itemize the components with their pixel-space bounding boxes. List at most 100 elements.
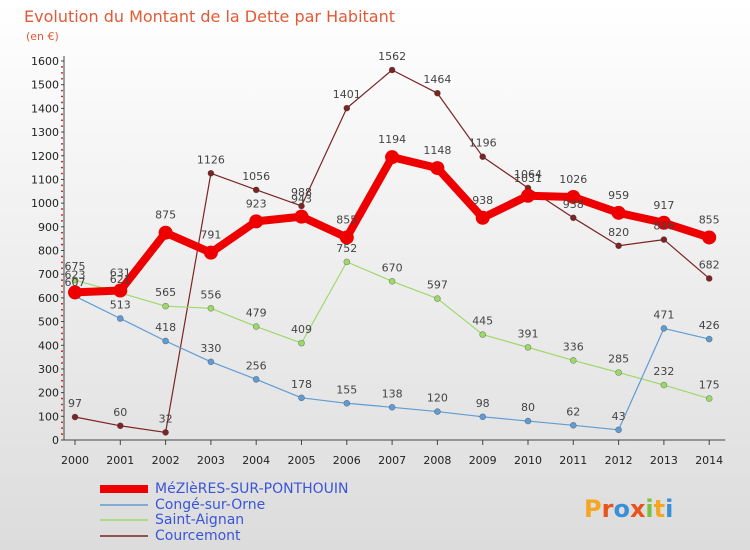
data-label: 1194	[378, 133, 406, 146]
data-label: 959	[608, 189, 629, 202]
data-label: 32	[159, 412, 173, 425]
data-label-layer: 623 631 875 791 923 943 855 1194 1148 938 1031 1026…	[65, 50, 720, 425]
data-label: 943	[291, 193, 312, 206]
data-point	[207, 304, 215, 312]
data-label: 1056	[242, 170, 270, 183]
x-tick-label: 2003	[197, 454, 225, 467]
data-label: 1401	[333, 88, 361, 101]
data-point	[68, 285, 82, 300]
x-tick-label: 2011	[559, 454, 587, 467]
data-point	[71, 276, 79, 284]
y-minor-dot	[61, 379, 63, 382]
series-1	[71, 292, 713, 434]
data-label: 917	[653, 199, 674, 212]
data-point	[388, 277, 396, 285]
data-label: 1064	[514, 168, 542, 181]
y-minor-dot	[61, 291, 63, 293]
data-label: 556	[200, 288, 221, 301]
data-point	[521, 188, 535, 203]
data-point	[434, 408, 441, 415]
data-label: 1464	[423, 73, 451, 86]
y-minor-dot	[61, 385, 63, 388]
y-minor-dot	[61, 332, 63, 335]
y-minor-dot	[61, 196, 63, 199]
logo-letter: r	[602, 495, 614, 523]
data-point	[705, 275, 713, 282]
data-point	[660, 325, 668, 332]
y-tick-label: 1000	[31, 197, 59, 210]
data-point	[479, 331, 487, 338]
data-point	[524, 417, 532, 425]
data-label: 98	[476, 397, 490, 410]
data-label: 178	[291, 378, 312, 391]
y-tick-label: 1400	[31, 102, 59, 115]
data-point	[298, 339, 305, 347]
series-0	[68, 150, 717, 300]
x-tick-label: 2005	[288, 454, 316, 467]
x-tick-label: 2001	[106, 454, 134, 467]
x-tick-label: 2010	[514, 454, 542, 467]
data-point	[252, 376, 260, 383]
x-tick-label: 2000	[61, 454, 89, 467]
y-minor-dot	[61, 302, 63, 305]
x-tick-label: 2002	[152, 454, 180, 467]
y-minor-dot	[61, 356, 63, 358]
y-minor-dot	[61, 243, 63, 246]
data-point	[298, 202, 305, 210]
data-label: 670	[382, 261, 403, 274]
data-point	[434, 89, 441, 97]
x-tick-label: 2009	[469, 454, 497, 467]
data-label: 791	[200, 229, 221, 242]
y-minor-dot	[61, 214, 63, 216]
data-label: 675	[65, 260, 86, 273]
data-point	[569, 357, 577, 364]
y-minor-dot	[61, 66, 63, 68]
y-minor-dot	[61, 95, 63, 98]
data-point	[298, 394, 305, 402]
data-point	[207, 169, 215, 177]
data-point	[566, 189, 581, 204]
data-point	[524, 344, 532, 351]
data-label: 597	[427, 279, 448, 292]
data-point	[702, 230, 717, 245]
y-minor-dot	[61, 231, 63, 234]
data-point	[162, 429, 169, 436]
data-point	[705, 335, 713, 343]
y-minor-dot	[61, 89, 63, 92]
data-point	[249, 214, 264, 229]
data-label: 607	[65, 276, 86, 289]
y-minor-dot	[61, 190, 63, 193]
y-minor-dot	[61, 267, 63, 270]
y-minor-dot	[61, 184, 63, 187]
y-minor-dot	[61, 77, 63, 80]
y-minor-dot	[61, 255, 63, 258]
data-label: 138	[382, 387, 403, 400]
data-label: 60	[113, 406, 127, 419]
data-label: 682	[699, 258, 720, 271]
series-layer	[68, 66, 717, 436]
y-minor-dot	[61, 160, 63, 163]
data-point	[339, 230, 354, 245]
data-label: 175	[699, 379, 720, 392]
y-minor-dot	[61, 362, 63, 364]
y-minor-dot	[61, 397, 63, 400]
data-label: 1148	[423, 144, 451, 157]
data-point	[569, 422, 577, 429]
data-point	[113, 283, 128, 298]
x-tick-label: 2013	[650, 454, 678, 467]
x-tick-label: 2008	[423, 454, 451, 467]
data-label: 471	[653, 308, 674, 321]
y-tick-label: 500	[38, 316, 59, 329]
series-3	[71, 66, 713, 436]
data-point	[252, 323, 260, 330]
data-label: 938	[472, 194, 493, 207]
y-minor-dot	[61, 409, 63, 412]
y-tick-label: 600	[38, 292, 59, 305]
logo-letter: P	[584, 495, 602, 523]
data-point	[434, 295, 441, 302]
legend-label: Courcemont	[155, 528, 241, 544]
legend: MéZlèRES-SUR-PONTHOUINCongé-sur-OrneSain…	[100, 481, 349, 544]
data-label: 923	[246, 197, 267, 210]
data-label: 120	[427, 392, 448, 405]
